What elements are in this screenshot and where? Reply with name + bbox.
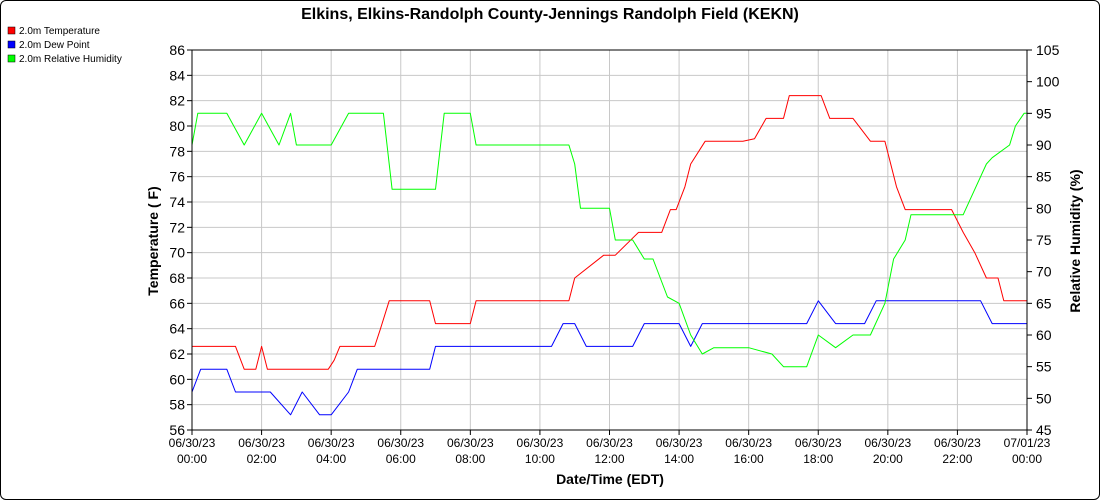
x-tick-time: 00:00 xyxy=(1012,452,1042,466)
x-tick-time: 00:00 xyxy=(177,452,207,466)
x-tick-time: 12:00 xyxy=(594,452,624,466)
x-tick-time: 10:00 xyxy=(525,452,555,466)
y-tick-label: 86 xyxy=(169,42,185,58)
x-tick-date: 06/30/23 xyxy=(795,436,842,450)
x-axis-label: Date/Time (EDT) xyxy=(556,471,664,487)
y2-tick-label: 95 xyxy=(1036,105,1052,121)
y-tick-label: 58 xyxy=(169,397,185,413)
y2-tick-label: 90 xyxy=(1036,137,1052,153)
y2-tick-label: 75 xyxy=(1036,232,1052,248)
legend-label: 2.0m Relative Humidity xyxy=(19,54,122,65)
y-tick-label: 68 xyxy=(169,270,185,286)
y-tick-label: 62 xyxy=(169,346,185,362)
y2-tick-label: 55 xyxy=(1036,359,1052,375)
x-tick-date: 06/30/23 xyxy=(586,436,633,450)
x-tick-time: 02:00 xyxy=(247,452,277,466)
y-tick-label: 80 xyxy=(169,118,185,134)
y2-tick-label: 80 xyxy=(1036,200,1052,216)
y-tick-label: 66 xyxy=(169,295,185,311)
y2-tick-label: 60 xyxy=(1036,327,1052,343)
series-line-3 xyxy=(191,112,1027,368)
y-tick-label: 84 xyxy=(169,67,185,83)
y2-axis-label: Relative Humidity (%) xyxy=(1067,169,1083,312)
x-tick-time: 04:00 xyxy=(316,452,346,466)
legend: 2.0m Temperature 2.0m Dew Point 2.0m Relat… xyxy=(7,26,122,65)
y-tick-label: 78 xyxy=(169,143,185,159)
y2-tick-label: 105 xyxy=(1036,42,1060,58)
y-tick-label: 70 xyxy=(169,245,185,261)
x-tick-date: 06/30/23 xyxy=(308,436,355,450)
y2-tick-label: 45 xyxy=(1036,422,1052,438)
x-tick-time: 18:00 xyxy=(803,452,833,466)
x-tick-time: 08:00 xyxy=(455,452,485,466)
y2-tick-label: 65 xyxy=(1036,295,1052,311)
y-tick-label: 82 xyxy=(169,93,185,109)
y-axis-right: 45 50 55 60 65 70 75 80 85 90 95 100 105 xyxy=(1027,42,1060,438)
y2-tick-label: 50 xyxy=(1036,390,1052,406)
series-line-1 xyxy=(192,95,1027,370)
y-axis-left: 56 58 60 62 64 66 68 70 72 74 76 78 80 82 84 86 xyxy=(169,42,192,438)
x-tick-time: 14:00 xyxy=(664,452,694,466)
legend-swatch xyxy=(7,26,16,35)
y-tick-label: 56 xyxy=(169,422,185,438)
y-tick-label: 72 xyxy=(169,219,185,235)
x-tick-date: 06/30/23 xyxy=(377,436,424,450)
series-layer xyxy=(191,95,1027,416)
x-tick-time: 16:00 xyxy=(734,452,764,466)
x-tick-date: 07/01/23 xyxy=(1004,436,1051,450)
y2-tick-label: 85 xyxy=(1036,169,1052,185)
x-tick-time: 06:00 xyxy=(386,452,416,466)
x-tick-date: 06/30/23 xyxy=(517,436,564,450)
legend-swatch xyxy=(7,54,16,63)
x-tick-date: 06/30/23 xyxy=(447,436,494,450)
x-tick-date: 06/30/23 xyxy=(864,436,911,450)
x-tick-time: 20:00 xyxy=(873,452,903,466)
y-axis-label: Temperature ( F) xyxy=(145,186,161,295)
y-tick-label: 60 xyxy=(169,371,185,387)
y-tick-label: 74 xyxy=(169,194,185,210)
y-tick-label: 64 xyxy=(169,321,185,337)
x-tick-date: 06/30/23 xyxy=(169,436,216,450)
x-tick-date: 06/30/23 xyxy=(656,436,703,450)
y2-tick-label: 100 xyxy=(1036,74,1060,90)
x-axis: 06/30/23 00:00 06/30/23 02:00 06/30/23 04:00 0… xyxy=(169,430,1051,466)
y2-tick-label: 70 xyxy=(1036,264,1052,280)
x-tick-date: 06/30/23 xyxy=(725,436,772,450)
x-tick-date: 06/30/23 xyxy=(238,436,285,450)
y-tick-label: 76 xyxy=(169,169,185,185)
legend-label: 2.0m Temperature xyxy=(19,26,100,37)
x-tick-date: 06/30/23 xyxy=(934,436,981,450)
chart-title: Elkins, Elkins-Randolph County-Jennings … xyxy=(301,6,799,23)
legend-label: 2.0m Dew Point xyxy=(19,40,90,51)
x-tick-time: 22:00 xyxy=(942,452,972,466)
legend-swatch xyxy=(7,40,16,49)
